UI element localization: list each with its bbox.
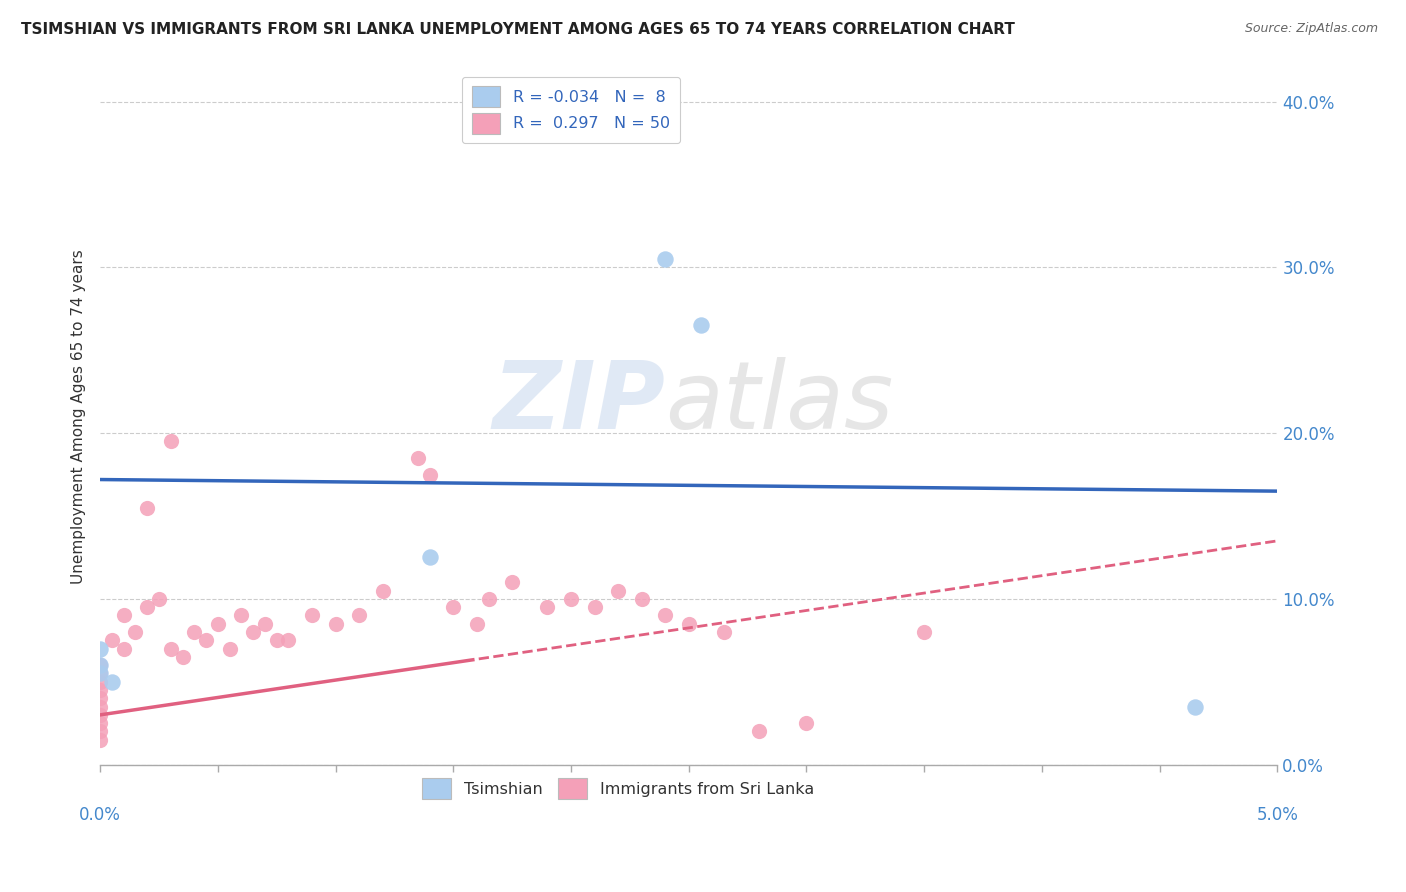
Point <box>136 500 159 515</box>
Point <box>89 658 111 673</box>
Point <box>89 716 111 731</box>
Point <box>89 732 111 747</box>
Point <box>796 716 818 731</box>
Text: TSIMSHIAN VS IMMIGRANTS FROM SRI LANKA UNEMPLOYMENT AMONG AGES 65 TO 74 YEARS CO: TSIMSHIAN VS IMMIGRANTS FROM SRI LANKA U… <box>21 22 1015 37</box>
Point <box>277 633 299 648</box>
Point <box>501 575 523 590</box>
Point <box>1184 699 1206 714</box>
Point <box>89 666 111 681</box>
Point <box>607 583 630 598</box>
Point <box>912 625 935 640</box>
Point <box>112 641 135 656</box>
Point <box>253 616 276 631</box>
Point <box>406 450 429 465</box>
Point <box>560 591 582 606</box>
Point <box>419 550 441 565</box>
Point <box>266 633 288 648</box>
Point <box>371 583 394 598</box>
Text: atlas: atlas <box>665 357 893 448</box>
Point <box>89 724 111 739</box>
Point <box>112 608 135 623</box>
Point <box>419 467 441 482</box>
Point <box>101 674 124 689</box>
Point <box>89 658 111 673</box>
Point <box>89 707 111 722</box>
Legend: Tsimshian, Immigrants from Sri Lanka: Tsimshian, Immigrants from Sri Lanka <box>416 772 821 805</box>
Point <box>231 608 253 623</box>
Point <box>101 633 124 648</box>
Point <box>465 616 488 631</box>
Point <box>654 608 676 623</box>
Text: 5.0%: 5.0% <box>1257 806 1298 824</box>
Point <box>89 699 111 714</box>
Point <box>689 318 711 333</box>
Point <box>159 641 181 656</box>
Text: 0.0%: 0.0% <box>79 806 121 824</box>
Point <box>347 608 370 623</box>
Point <box>583 600 606 615</box>
Point <box>325 616 347 631</box>
Point <box>124 625 146 640</box>
Point <box>678 616 700 631</box>
Point <box>89 666 111 681</box>
Point <box>159 434 181 449</box>
Point <box>654 252 676 266</box>
Point <box>89 691 111 706</box>
Point <box>536 600 558 615</box>
Point <box>148 591 170 606</box>
Y-axis label: Unemployment Among Ages 65 to 74 years: Unemployment Among Ages 65 to 74 years <box>72 249 86 584</box>
Point <box>301 608 323 623</box>
Point <box>195 633 218 648</box>
Point <box>748 724 770 739</box>
Point <box>441 600 464 615</box>
Point <box>478 591 501 606</box>
Point <box>136 600 159 615</box>
Text: Source: ZipAtlas.com: Source: ZipAtlas.com <box>1244 22 1378 36</box>
Point <box>183 625 205 640</box>
Point <box>89 641 111 656</box>
Point <box>172 649 194 664</box>
Point <box>630 591 652 606</box>
Text: ZIP: ZIP <box>492 357 665 449</box>
Point <box>242 625 264 640</box>
Point <box>89 683 111 698</box>
Point <box>89 674 111 689</box>
Point <box>207 616 229 631</box>
Point <box>713 625 735 640</box>
Point <box>218 641 240 656</box>
